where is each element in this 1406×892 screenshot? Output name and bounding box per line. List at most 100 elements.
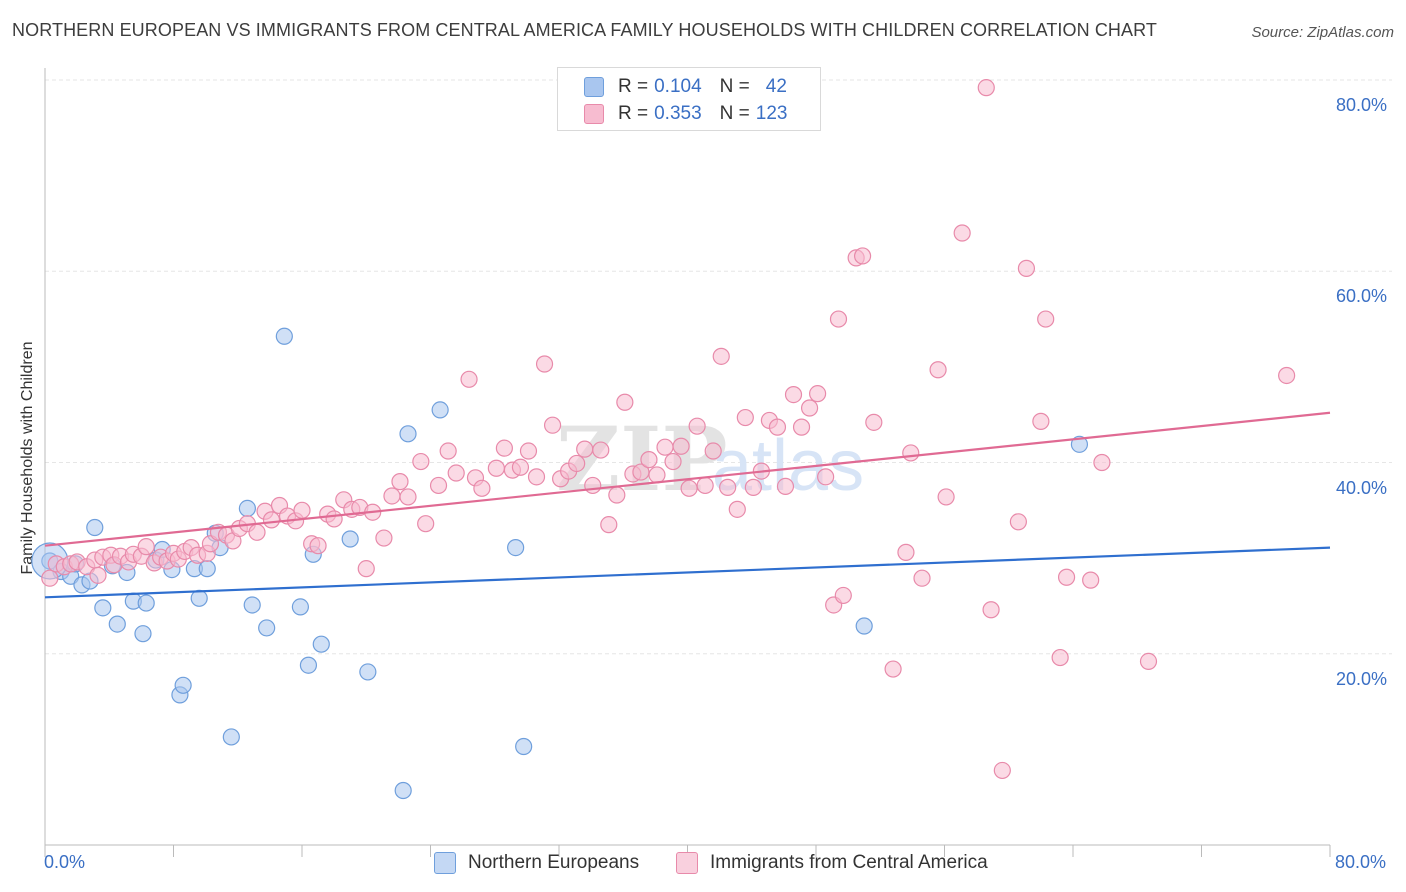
data-point xyxy=(258,619,276,637)
data-point xyxy=(648,466,666,484)
data-point xyxy=(429,476,448,495)
data-point xyxy=(913,569,931,587)
data-point xyxy=(359,663,377,681)
legend-label-northern-europeans: Northern Europeans xyxy=(468,852,640,873)
data-point xyxy=(511,458,530,476)
data-point xyxy=(584,476,602,495)
data-point xyxy=(417,515,435,533)
data-point xyxy=(399,488,417,506)
data-point xyxy=(248,523,266,541)
legend-row-blue: R = 0.104 N = 42 xyxy=(584,75,787,99)
data-point xyxy=(375,529,393,547)
data-point xyxy=(238,499,256,517)
data-point xyxy=(855,617,873,635)
data-point xyxy=(222,728,240,746)
data-point xyxy=(680,479,698,497)
data-point xyxy=(664,452,682,471)
data-point xyxy=(439,442,457,460)
data-point xyxy=(487,459,505,477)
correlation-legend: R = 0.104 N = 42 R = 0.353 N = 123 xyxy=(557,67,821,131)
y-tick-label: 60.0% xyxy=(1336,286,1388,307)
data-point xyxy=(953,224,971,242)
data-point xyxy=(507,539,525,557)
data-point xyxy=(696,476,714,495)
y-tick-label: 20.0% xyxy=(1336,668,1388,689)
data-point xyxy=(357,560,375,578)
x-tick-label-max: 80.0% xyxy=(1335,852,1387,872)
grid-lines xyxy=(45,79,1392,655)
data-point xyxy=(460,370,478,388)
data-point xyxy=(784,386,803,404)
data-point xyxy=(527,468,546,486)
legend-n-value: 123 xyxy=(755,103,788,124)
data-point xyxy=(515,737,533,756)
data-point xyxy=(616,393,634,411)
data-point xyxy=(1082,571,1100,589)
data-point xyxy=(1070,435,1089,453)
trend-lines xyxy=(44,411,1331,599)
data-point xyxy=(391,473,409,491)
legend-label-immigrants-central-america: Immigrants from Central America xyxy=(710,852,988,873)
data-point xyxy=(431,401,449,419)
data-point xyxy=(768,418,787,436)
data-point xyxy=(576,440,594,458)
data-point xyxy=(608,486,626,504)
data-point xyxy=(198,560,216,578)
data-point xyxy=(672,437,690,455)
data-point xyxy=(535,355,554,373)
data-point xyxy=(134,625,152,643)
data-point xyxy=(993,761,1011,780)
data-point xyxy=(937,488,955,506)
data-point xyxy=(473,479,491,497)
series-immigrants-central-america xyxy=(41,79,1296,780)
data-point xyxy=(399,425,417,443)
data-point xyxy=(519,442,538,460)
data-point xyxy=(656,438,674,456)
data-point xyxy=(108,615,126,633)
trend-line xyxy=(44,411,1331,547)
data-point xyxy=(688,417,706,435)
data-point xyxy=(394,781,412,800)
data-point xyxy=(89,566,107,584)
data-point xyxy=(592,441,610,459)
data-point xyxy=(1051,648,1069,667)
data-point xyxy=(1017,259,1036,277)
data-point xyxy=(1278,366,1296,385)
data-point xyxy=(1037,310,1055,328)
data-point xyxy=(977,79,995,97)
data-point xyxy=(243,596,261,614)
data-point xyxy=(809,385,827,403)
legend-swatch-blue xyxy=(584,77,604,97)
trend-line xyxy=(44,546,1331,599)
data-point xyxy=(275,327,293,345)
data-point xyxy=(293,501,311,519)
data-point xyxy=(1032,412,1050,430)
x-tick-label-min: 0.0% xyxy=(44,852,86,872)
data-point xyxy=(776,477,795,496)
data-point xyxy=(865,413,883,431)
data-point xyxy=(1139,652,1158,671)
legend-row-pink: R = 0.353 N = 123 xyxy=(584,102,787,126)
data-point xyxy=(309,537,327,555)
data-point xyxy=(834,586,852,605)
legend-item-northern-europeans[interactable]: Northern Europeans xyxy=(434,852,639,874)
data-point xyxy=(291,598,309,616)
data-point xyxy=(897,543,915,561)
source-label: Source: ZipAtlas.com xyxy=(1251,24,1394,41)
axes xyxy=(44,68,1331,857)
data-point xyxy=(262,511,281,529)
data-point xyxy=(137,594,155,612)
data-point xyxy=(174,676,192,694)
data-point xyxy=(736,408,754,427)
data-point xyxy=(728,500,746,518)
data-point xyxy=(640,451,658,469)
data-point xyxy=(600,516,618,534)
legend-n-label: N = xyxy=(719,76,750,97)
data-point xyxy=(383,487,401,505)
data-point xyxy=(800,399,819,417)
legend-item-immigrants-central-america[interactable]: Immigrants from Central America xyxy=(676,852,988,874)
data-point xyxy=(744,478,762,496)
data-point xyxy=(712,347,730,365)
data-point xyxy=(312,635,330,653)
